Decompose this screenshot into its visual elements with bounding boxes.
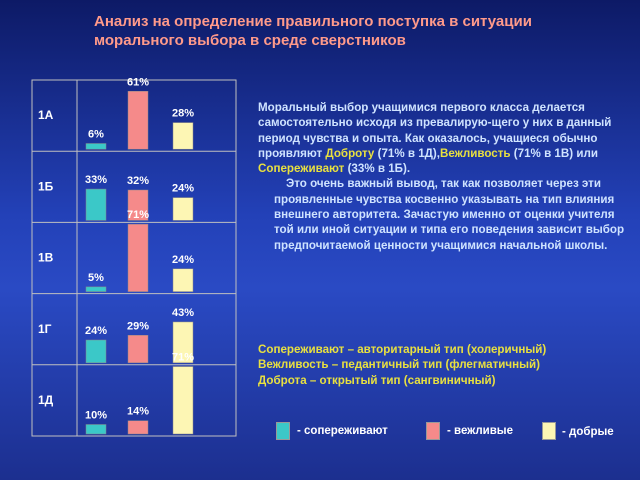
category-label-4: 1Д [38, 393, 54, 407]
type-line-1: Сопереживают – авторитарный тип (холерич… [258, 343, 547, 356]
keyword-kindness: Доброту [325, 146, 375, 160]
data-label-1Г-1: 29% [127, 320, 149, 332]
bar-1Г-0 [85, 339, 107, 364]
temperament-types: Сопереживают – авторитарный тип (холерич… [258, 342, 638, 388]
legend-swatch-kind [542, 422, 556, 440]
category-label-2: 1В [38, 251, 54, 265]
legend-label-polite: - вежливые [447, 425, 514, 437]
data-label-1Г-2: 43% [172, 307, 194, 319]
bar-1Г-2 [172, 321, 194, 364]
data-label-1А-2: 28% [172, 108, 194, 120]
description-text: Моральный выбор учащимися первого класса… [258, 100, 634, 253]
chart-frame [31, 79, 237, 437]
data-label-1Б-0: 33% [85, 174, 107, 186]
category-label-3: 1Г [38, 322, 52, 336]
bar-1Б-0 [85, 188, 107, 221]
legend-label-kind: - добрые [562, 426, 614, 438]
keyword-empathy: Сопереживают [258, 162, 345, 176]
bar-1В-2 [172, 268, 194, 292]
kindness-percent: (71% в 1Д), [374, 146, 441, 160]
slide-title: Анализ на определение правильного поступ… [94, 13, 532, 49]
legend-swatch-polite [426, 422, 440, 440]
bar-1А-0 [85, 143, 107, 150]
data-label-1Д-0: 10% [85, 410, 107, 422]
bar-1В-0 [85, 286, 107, 292]
description-para-2: Это очень важный вывод, так как позволяе… [274, 177, 625, 252]
description-para-1: Моральный выбор учащимися первого класса… [258, 101, 612, 160]
legend-swatch-empathy [276, 422, 290, 440]
politeness-percent: (71% в 1В) или [510, 146, 598, 160]
data-label-1Б-1: 32% [127, 175, 149, 187]
type-line-3: Доброта – открытый тип (сангвиничный) [258, 373, 496, 387]
data-label-1А-0: 6% [88, 129, 104, 141]
category-label-1: 1Б [38, 179, 54, 193]
bar-1Д-0 [85, 424, 107, 435]
keyword-politeness: Вежливость [440, 146, 511, 160]
data-label-1А-1: 61% [127, 76, 149, 88]
legend-label-empathy: - сопереживают [297, 425, 388, 437]
data-label-1Д-2: 71% [172, 352, 194, 364]
bar-1Д-2 [172, 366, 194, 435]
type-line-2: Вежливость – педантичный тип (флегматичн… [258, 358, 541, 372]
bar-1А-1 [127, 91, 149, 150]
bar-1В-1 [127, 223, 149, 292]
category-label-0: 1А [38, 108, 54, 122]
data-label-1В-0: 5% [88, 272, 104, 284]
data-label-1Д-1: 14% [127, 406, 149, 418]
bar-1Г-1 [127, 335, 149, 364]
bar-1Б-1 [127, 189, 149, 221]
empathy-percent: (33% в 1Б). [344, 162, 411, 176]
data-label-1Б-2: 24% [172, 183, 194, 195]
data-label-1В-1: 71% [127, 209, 149, 221]
data-label-1Г-0: 24% [85, 325, 107, 337]
data-label-1В-2: 24% [172, 254, 194, 266]
bar-1Д-1 [127, 420, 149, 435]
bar-1А-2 [172, 122, 194, 150]
bar-1Б-2 [172, 197, 194, 221]
